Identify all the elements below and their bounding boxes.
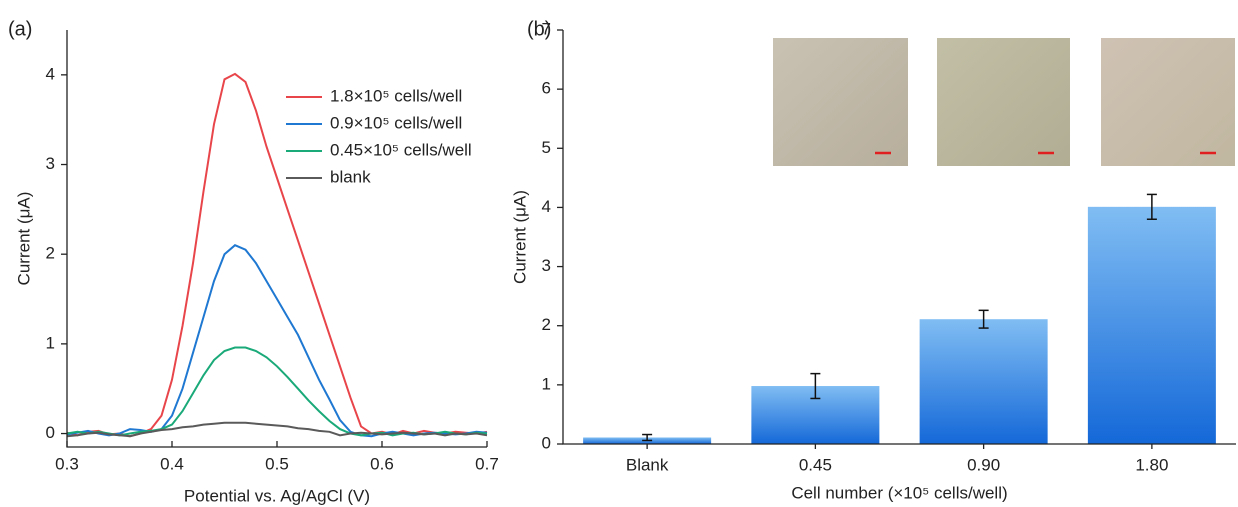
bar <box>919 319 1048 444</box>
micrograph <box>773 38 908 166</box>
line-series <box>66 421 488 438</box>
legend-label: 1.8×10⁵ cells/well <box>330 86 462 105</box>
x-axis-label: Cell number (×10⁵ cells/well) <box>791 483 1007 502</box>
micrograph-insets <box>773 38 1235 166</box>
x-tick-label: 0.90 <box>967 455 1000 474</box>
y-tick-label: 5 <box>542 138 551 157</box>
legend-label: 0.9×10⁵ cells/well <box>330 113 462 132</box>
legend-label: blank <box>330 167 371 186</box>
line-series <box>66 244 488 438</box>
x-tick-label: 0.4 <box>160 454 184 473</box>
y-tick-label: 7 <box>542 19 551 38</box>
line-series <box>66 346 488 437</box>
micrograph <box>1101 38 1235 166</box>
y-axis-label: Current (μA) <box>510 190 529 284</box>
y-tick-label: 3 <box>542 256 551 275</box>
y-tick-label: 2 <box>542 315 551 334</box>
panel-label: (a) <box>8 18 32 40</box>
error-bar <box>642 433 653 442</box>
x-tick-label: Blank <box>626 455 669 474</box>
y-tick-label: 6 <box>542 79 551 98</box>
axes <box>562 30 1236 445</box>
legend-label: 0.45×10⁵ cells/well <box>330 140 472 159</box>
x-tick-label: 0.3 <box>55 454 79 473</box>
x-tick-label: 0.7 <box>475 454 499 473</box>
axes <box>66 30 487 448</box>
x-axis-label: Potential vs. Ag/AgCl (V) <box>184 486 370 505</box>
y-tick-label: 0 <box>542 433 551 452</box>
y-tick-label: 4 <box>542 197 551 216</box>
y-axis-label: Current (μA) <box>14 192 33 286</box>
y-tick-label: 3 <box>46 154 55 173</box>
y-tick-label: 2 <box>46 244 55 263</box>
x-tick-label: 0.5 <box>265 454 289 473</box>
panel-label: (b) <box>527 18 551 40</box>
x-tick-label: 0.45 <box>799 455 832 474</box>
y-tick-label: 4 <box>46 64 55 83</box>
x-tick-label: 0.6 <box>370 454 394 473</box>
error-bar <box>978 309 989 329</box>
bar <box>1087 206 1216 444</box>
y-tick-label: 0 <box>46 423 55 442</box>
error-bar <box>810 372 821 400</box>
x-tick-label: 1.80 <box>1135 455 1168 474</box>
y-tick-label: 1 <box>46 333 55 352</box>
error-bar <box>1146 193 1157 221</box>
micrograph <box>937 38 1070 166</box>
y-tick-label: 1 <box>542 374 551 393</box>
